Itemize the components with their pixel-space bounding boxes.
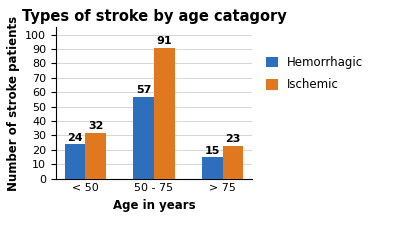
Bar	[65, 144, 86, 179]
X-axis label: Age in years: Age in years	[113, 199, 195, 212]
Title: Types of stroke by age catagory: Types of stroke by age catagory	[22, 8, 286, 24]
Bar	[222, 145, 243, 179]
Text: 24: 24	[67, 133, 83, 143]
Legend: Hemorrhagic, Ischemic: Hemorrhagic, Ischemic	[266, 56, 363, 92]
Text: 32: 32	[88, 121, 104, 131]
Bar	[154, 48, 174, 179]
Y-axis label: Number of stroke patients: Number of stroke patients	[7, 16, 20, 191]
Text: 57: 57	[136, 85, 152, 95]
Text: 23: 23	[225, 134, 240, 144]
Text: 91: 91	[156, 36, 172, 46]
Text: 15: 15	[204, 146, 220, 155]
Bar	[202, 157, 222, 179]
Bar	[134, 97, 154, 179]
Bar	[86, 133, 106, 179]
